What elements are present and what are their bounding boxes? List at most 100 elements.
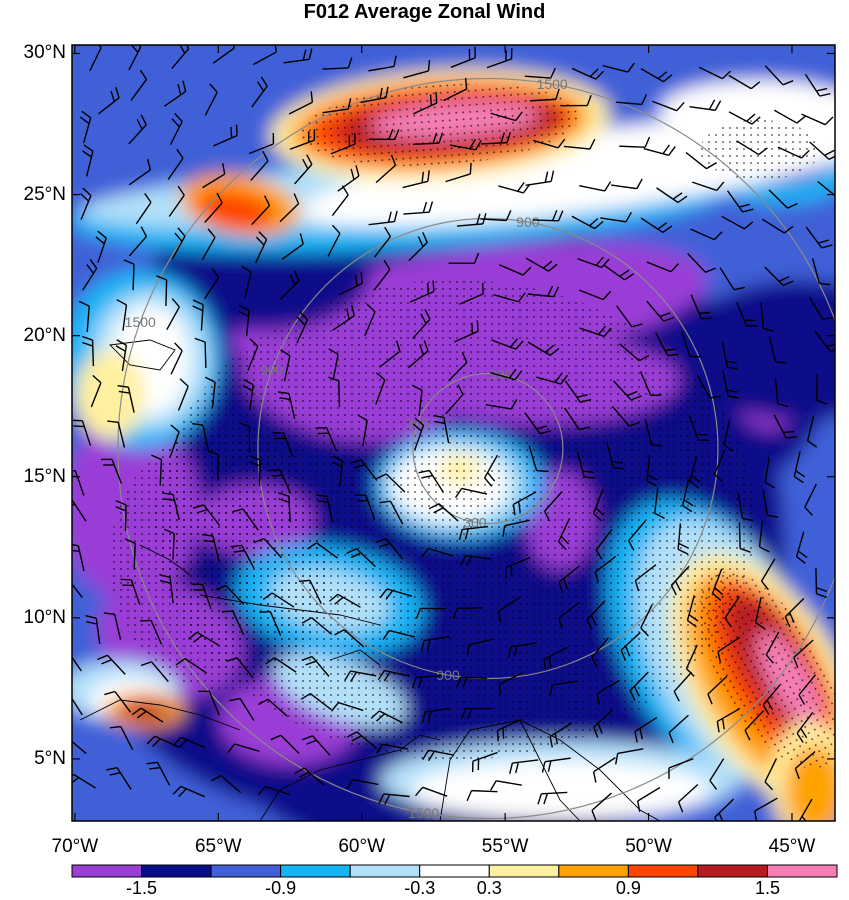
wind-barb xyxy=(611,405,640,427)
wind-barb xyxy=(173,736,206,749)
range-ring-label-900: 900 xyxy=(436,667,460,683)
wind-barb xyxy=(241,265,252,298)
wind-barb xyxy=(370,710,403,724)
wind-barb xyxy=(600,211,632,223)
wind-barb xyxy=(279,193,300,223)
wind-barb xyxy=(646,300,675,322)
wind-barb xyxy=(525,257,558,272)
wind-barb xyxy=(89,45,102,72)
wind-barb xyxy=(677,783,699,813)
wind-barb xyxy=(280,349,291,382)
wind-barb xyxy=(765,631,780,664)
wind-barb xyxy=(685,151,717,170)
wind-barb xyxy=(120,578,141,605)
wind-barb xyxy=(211,774,242,794)
wind-barb xyxy=(270,734,300,755)
wind-barb xyxy=(644,419,663,447)
wind-barb xyxy=(816,374,828,405)
wind-barb xyxy=(490,368,523,381)
wind-barb xyxy=(640,217,673,234)
lat-label: 30°N xyxy=(23,42,66,64)
wind-barb xyxy=(104,690,132,713)
wind-barb xyxy=(177,378,189,411)
wind-barb xyxy=(72,419,92,446)
wind-barb xyxy=(535,373,569,385)
wind-barb xyxy=(373,259,391,291)
wind-barb xyxy=(696,374,721,399)
wind-barb xyxy=(163,80,187,107)
wind-barb xyxy=(655,332,679,357)
wind-barb xyxy=(532,210,564,222)
colorbar-tick-label: -0.9 xyxy=(265,878,297,898)
wind-barb xyxy=(571,67,605,80)
wind-barb xyxy=(595,528,613,560)
wind-barb xyxy=(201,228,216,261)
wind-barb xyxy=(654,487,665,519)
lon-label: 45°W xyxy=(768,836,816,857)
wind-barb xyxy=(175,658,208,674)
wind-barb xyxy=(382,629,415,640)
wind-barb xyxy=(762,489,779,519)
wind-barb xyxy=(72,656,82,672)
colorbar-swatch xyxy=(558,864,629,878)
wind-barb xyxy=(668,714,689,744)
wind-barb xyxy=(265,657,297,673)
wind-barb xyxy=(456,676,488,688)
wind-barb xyxy=(130,69,148,101)
stipple-region xyxy=(300,83,580,167)
wind-barb xyxy=(804,73,831,97)
wind-barb xyxy=(294,154,313,185)
wind-barb xyxy=(82,144,94,177)
wind-barb xyxy=(281,233,304,260)
colorbar xyxy=(71,864,838,878)
colorbar-tick-label: 1.5 xyxy=(754,878,780,898)
wind-barb xyxy=(408,232,428,262)
wind-barb xyxy=(773,414,797,439)
wind-barb xyxy=(377,669,410,682)
wind-barb xyxy=(328,593,361,608)
colorbar-tick-label: -0.3 xyxy=(404,878,436,898)
wind-barb xyxy=(254,231,268,264)
wind-barb xyxy=(564,407,591,431)
wind-barb xyxy=(541,757,571,773)
wind-barb xyxy=(596,679,620,705)
colorbar-swatch xyxy=(280,864,351,878)
wind-barb xyxy=(509,759,539,774)
wind-barb xyxy=(163,528,175,560)
wind-barb xyxy=(171,227,186,260)
stipple-region xyxy=(700,571,835,769)
wind-barb xyxy=(72,499,87,522)
wind-barb xyxy=(677,523,689,555)
wind-barb xyxy=(422,749,455,762)
lon-label: 50°W xyxy=(625,836,672,857)
wind-barb xyxy=(117,384,135,413)
wind-barb xyxy=(768,189,798,209)
map-frame xyxy=(71,44,836,822)
wind-barb xyxy=(432,414,450,444)
wind-barb xyxy=(82,259,98,291)
wind-barb xyxy=(330,133,356,155)
wind-barb xyxy=(123,259,135,291)
wind-barb xyxy=(445,384,464,415)
wind-barb xyxy=(688,415,710,442)
wind-barb xyxy=(251,76,268,108)
wind-barb xyxy=(159,573,174,604)
wind-barb xyxy=(668,758,694,779)
wind-barb xyxy=(681,480,694,513)
wind-barb xyxy=(131,707,164,723)
coastline xyxy=(519,719,581,821)
wind-barb xyxy=(690,228,723,241)
wind-barb xyxy=(466,789,498,802)
wind-barb xyxy=(673,671,693,702)
wind-barb xyxy=(558,601,581,629)
wind-barb xyxy=(620,631,641,661)
wind-barb xyxy=(272,432,294,458)
wind-barb xyxy=(328,376,341,407)
wind-barb xyxy=(486,47,513,69)
wind-barb xyxy=(332,304,355,331)
wind-barb xyxy=(606,442,625,470)
wind-barb xyxy=(707,675,728,705)
